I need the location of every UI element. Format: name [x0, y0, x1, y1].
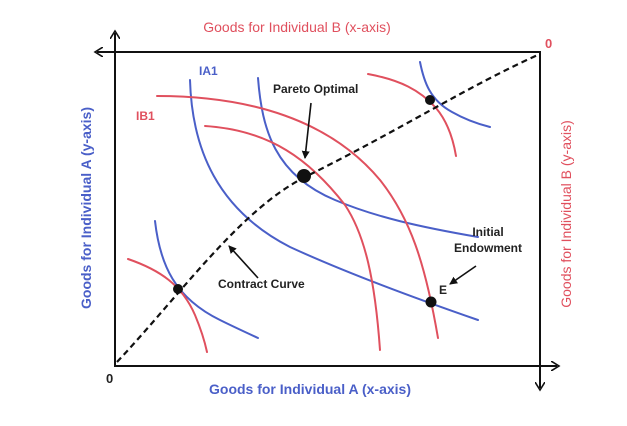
right-axis-title: Goods for Individual B (y-axis)	[558, 120, 574, 308]
contract-curve	[116, 52, 541, 363]
b-indifference-curve-mid	[204, 125, 381, 351]
origin-b-label: 0	[545, 36, 552, 51]
b-indifference-curve-low	[127, 258, 208, 353]
contract-curve-arrow	[228, 245, 259, 279]
a-indifference-curve-low	[154, 220, 259, 339]
bottom-axis-title: Goods for Individual A (x-axis)	[209, 381, 411, 397]
pareto-optimal-point	[297, 169, 311, 183]
left-axis-title: Goods for Individual A (y-axis)	[78, 107, 94, 309]
contract-curve-label: Contract Curve	[218, 277, 305, 291]
a-indifference-curve-mid	[257, 77, 479, 238]
origin-a-label: 0	[106, 371, 113, 386]
initial-endowment-label-line1: Initial	[472, 225, 503, 239]
endowment-e-label: E	[439, 283, 447, 297]
b-indifference-curve-ib1	[156, 95, 439, 339]
tangency-point-low	[173, 284, 183, 294]
endowment-arrow	[449, 265, 477, 285]
a-indifference-curve-ia1	[189, 79, 479, 321]
ia1-label: IA1	[199, 64, 218, 78]
initial-endowment-label-line2: Endowment	[454, 241, 522, 255]
b-indifference-curve-high	[367, 73, 457, 157]
a-indifference-curve-high	[419, 61, 491, 128]
pareto-optimal-label: Pareto Optimal	[273, 82, 358, 96]
initial-endowment-point	[425, 296, 437, 308]
pareto-arrow	[301, 102, 312, 159]
ib1-label: IB1	[136, 109, 155, 123]
tangency-point-high	[425, 95, 435, 105]
top-axis-title: Goods for Individual B (x-axis)	[203, 19, 391, 35]
